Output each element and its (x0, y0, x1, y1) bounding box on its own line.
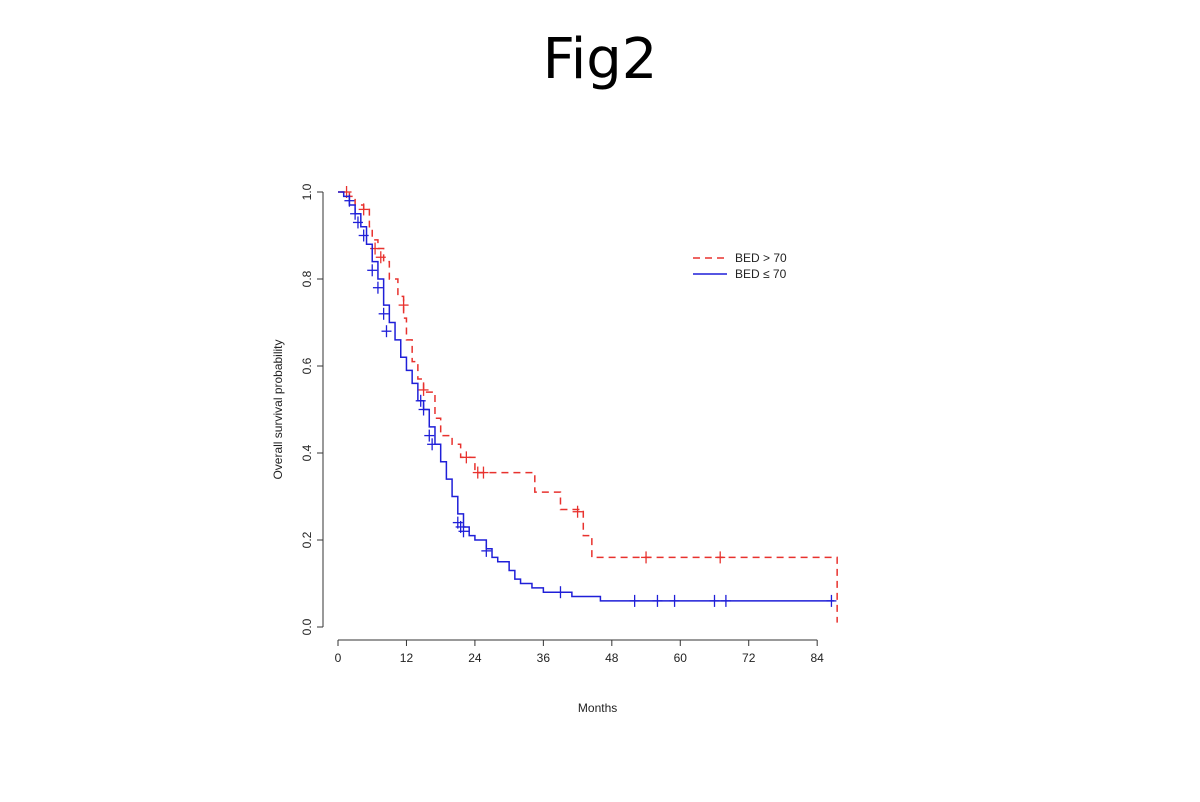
series-line (338, 191, 838, 623)
y-tick-label: 0.6 (300, 357, 314, 374)
chart-axes: 0 12 24 36 48 60 72 84 Months 0.0 0.2 0.4 0.6 0.8 1.0 O… (271, 183, 824, 715)
y-tick-label: 0.4 (300, 444, 314, 461)
x-tick-label: 24 (468, 651, 482, 665)
y-tick-label: 0.8 (300, 270, 314, 287)
chart-legend: BED > 70 BED ≤ 70 (693, 251, 787, 281)
y-axis-label: Overall survival probability (271, 339, 285, 479)
legend-label: BED > 70 (735, 251, 787, 265)
x-tick-label: 36 (537, 651, 551, 665)
x-tick-label: 0 (335, 651, 342, 665)
x-tick-label: 72 (742, 651, 756, 665)
x-tick-label: 48 (605, 651, 619, 665)
series-bed-at-most-70 (338, 191, 837, 607)
x-tick-label: 84 (811, 651, 825, 665)
series-line (338, 191, 835, 602)
y-tick-label: 1.0 (300, 183, 314, 200)
y-tick-label: 0.2 (300, 531, 314, 548)
x-tick-label: 60 (674, 651, 688, 665)
x-axis-label: Months (578, 701, 617, 715)
chart-series (338, 186, 838, 623)
legend-label: BED ≤ 70 (735, 267, 787, 281)
y-tick-label: 0.0 (300, 618, 314, 635)
figure-title: Fig2 (542, 27, 658, 92)
x-tick-label: 12 (400, 651, 414, 665)
